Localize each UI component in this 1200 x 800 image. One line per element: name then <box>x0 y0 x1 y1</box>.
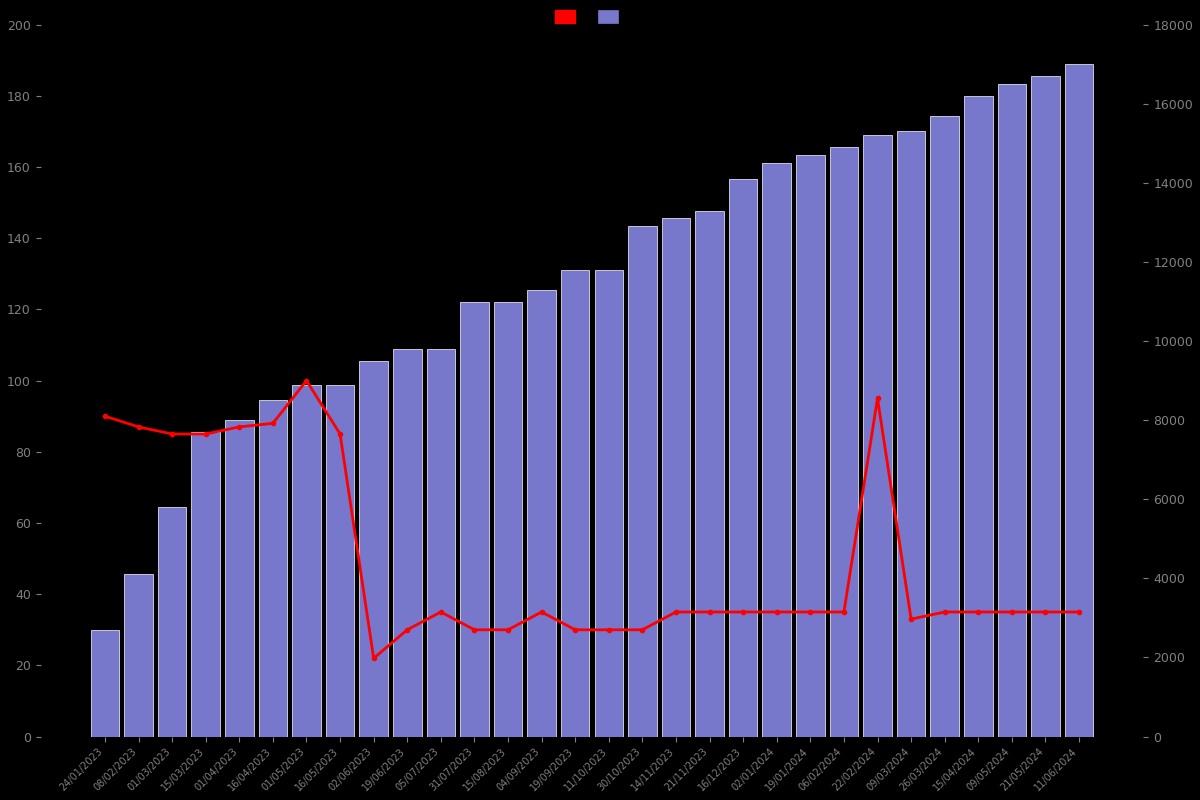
Bar <box>293 385 320 737</box>
Bar <box>728 179 757 737</box>
Bar <box>594 270 623 737</box>
Bar <box>762 163 791 737</box>
Bar <box>964 96 992 737</box>
Bar <box>628 226 656 737</box>
Legend: , : , <box>547 3 636 31</box>
Bar <box>796 155 824 737</box>
Bar <box>1031 76 1060 737</box>
Bar <box>259 400 287 737</box>
Bar <box>125 574 152 737</box>
Bar <box>158 507 186 737</box>
Bar <box>863 135 892 737</box>
Bar <box>226 420 253 737</box>
Bar <box>359 361 388 737</box>
Bar <box>695 210 724 737</box>
Bar <box>493 302 522 737</box>
Bar <box>326 385 354 737</box>
Bar <box>426 349 455 737</box>
Bar <box>661 218 690 737</box>
Bar <box>460 302 488 737</box>
Bar <box>1064 64 1093 737</box>
Bar <box>392 349 421 737</box>
Bar <box>91 630 119 737</box>
Bar <box>997 84 1026 737</box>
Bar <box>896 131 925 737</box>
Bar <box>527 290 556 737</box>
Bar <box>560 270 589 737</box>
Bar <box>829 147 858 737</box>
Bar <box>930 116 959 737</box>
Bar <box>192 432 220 737</box>
